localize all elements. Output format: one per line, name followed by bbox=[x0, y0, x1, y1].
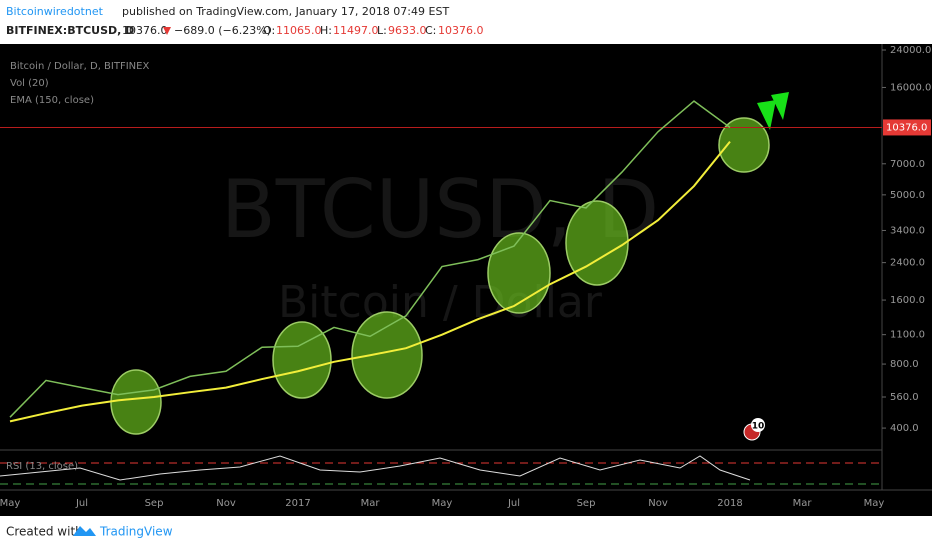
open: 11065.0 bbox=[276, 24, 322, 37]
footer: Created with bbox=[6, 525, 83, 539]
y-tick-label: 2400.0 bbox=[890, 258, 925, 269]
y-tick-label: 1600.0 bbox=[890, 295, 925, 306]
x-tick-label: 2018 bbox=[717, 498, 742, 509]
series-line bbox=[9, 100, 731, 418]
y-tick-label: 1100.0 bbox=[890, 330, 925, 341]
watermark-sub: Bitcoin / Dollar bbox=[278, 277, 603, 328]
y-tick-label: 800.0 bbox=[890, 359, 919, 370]
x-tick-label: Nov bbox=[648, 498, 668, 509]
x-tick-label: Jul bbox=[507, 498, 520, 509]
highlight-circle bbox=[110, 369, 162, 435]
x-tick-label: Sep bbox=[145, 498, 164, 509]
last-price-box bbox=[883, 119, 931, 136]
series-line bbox=[9, 140, 731, 423]
header-bg bbox=[0, 0, 932, 44]
y-tick-label: 560.0 bbox=[890, 392, 919, 403]
footer-bg bbox=[0, 516, 932, 550]
badge-count: 10 bbox=[752, 422, 765, 432]
legend-item: Bitcoin / Dollar, D, BITFINEX bbox=[10, 61, 149, 72]
y-tick-label: 16000.0 bbox=[890, 82, 931, 93]
change: −689.0 (−6.23%) bbox=[174, 24, 271, 37]
y-tick-label: 24000.0 bbox=[890, 45, 931, 56]
badge bbox=[751, 418, 765, 432]
x-tick-label: Sep bbox=[577, 498, 596, 509]
x-tick-label: May bbox=[0, 498, 20, 509]
author[interactable]: Bitcoinwiredotnet bbox=[6, 5, 104, 18]
x-tick-label: May bbox=[864, 498, 885, 509]
legend-item: Vol (20) bbox=[10, 78, 49, 89]
y-tick-label: 400.0 bbox=[890, 423, 919, 434]
low-label: L: bbox=[377, 24, 387, 37]
highlight-circle bbox=[351, 311, 423, 399]
indicator-label: RSI (13, close) bbox=[6, 461, 78, 472]
x-tick-label: Jul bbox=[75, 498, 88, 509]
y-tick-label: 7000.0 bbox=[890, 159, 925, 170]
highlight-circle bbox=[565, 200, 629, 286]
highlight-circle bbox=[718, 117, 770, 173]
x-tick-label: Nov bbox=[216, 498, 236, 509]
x-tick-label: 2017 bbox=[285, 498, 310, 509]
low: 9633.0 bbox=[388, 24, 427, 37]
highlight-circle bbox=[487, 232, 551, 314]
y-tick-label: 3400.0 bbox=[890, 225, 925, 236]
high-label: H: bbox=[320, 24, 332, 37]
legend-item: EMA (150, close) bbox=[10, 95, 94, 106]
highlight-circle bbox=[272, 321, 332, 399]
y-tick-label: 5000.0 bbox=[890, 190, 925, 201]
chart-bg bbox=[0, 44, 932, 516]
close-label: C: bbox=[425, 24, 436, 37]
x-tick-label: Mar bbox=[361, 498, 381, 509]
up-arrow bbox=[757, 92, 789, 130]
x-tick-label: May bbox=[432, 498, 453, 509]
last: 10376.0 bbox=[122, 24, 168, 37]
last-price-label: 10376.0 bbox=[886, 122, 927, 133]
symbol: BITFINEX:BTCUSD, D bbox=[6, 24, 134, 37]
close: 10376.0 bbox=[438, 24, 484, 37]
rsi-line bbox=[0, 455, 751, 481]
brand-logo bbox=[73, 526, 96, 536]
high: 11497.0 bbox=[333, 24, 379, 37]
down-arrow bbox=[163, 27, 171, 35]
x-tick-label: Mar bbox=[793, 498, 813, 509]
brand[interactable]: TradingView bbox=[99, 525, 173, 539]
annotations bbox=[110, 117, 770, 435]
published: published on TradingView.com, January 17… bbox=[122, 5, 449, 18]
open-label: O: bbox=[263, 24, 275, 37]
